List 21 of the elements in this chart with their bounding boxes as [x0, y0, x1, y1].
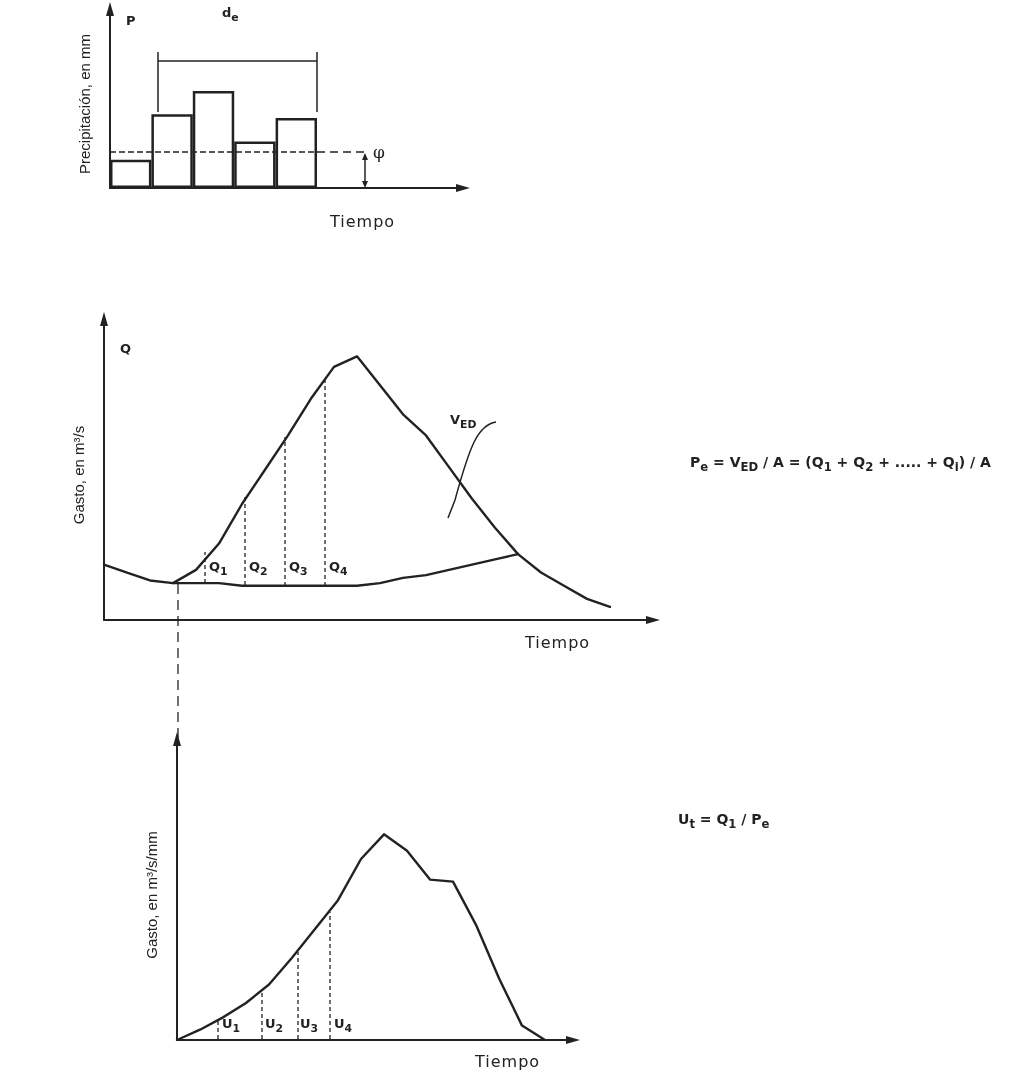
annotation: U$_{2}$: [265, 1016, 284, 1035]
annotation: V$_{ED}$: [450, 412, 477, 431]
ref-line-label: φ: [373, 142, 385, 163]
annotation: Q$_{2}$: [249, 559, 268, 578]
text: P: [126, 13, 136, 29]
annotation: Q$_{1}$: [209, 559, 228, 578]
text: P$_{e}$ = V$_{ED}$ / A = (Q$_{1}$ + Q$_{2}$ + ..... + Q$_{i}$) / A: [690, 454, 991, 474]
y-axis-title: Gasto, en m³/s: [70, 425, 87, 525]
x-axis-title: Tiempo: [330, 212, 396, 231]
annotation: U$_{4}$: [334, 1016, 353, 1035]
text: U$_{t}$ = Q$_{1}$ / P$_{e}$: [678, 811, 770, 831]
annotation: Q$_{4}$: [329, 559, 348, 578]
annotation: U$_{1}$: [222, 1016, 241, 1035]
annotation: Q$_{3}$: [289, 559, 308, 578]
text: d$_{e}$: [222, 5, 239, 24]
x-axis-title: Tiempo: [525, 633, 591, 652]
text: Q: [120, 341, 132, 357]
y-axis-title: Precipitación, en mm: [76, 33, 93, 175]
y-axis-title: Gasto, en m³/s/mm: [143, 831, 160, 959]
x-axis-title: Tiempo: [475, 1052, 541, 1071]
annotation: U$_{3}$: [300, 1016, 319, 1035]
